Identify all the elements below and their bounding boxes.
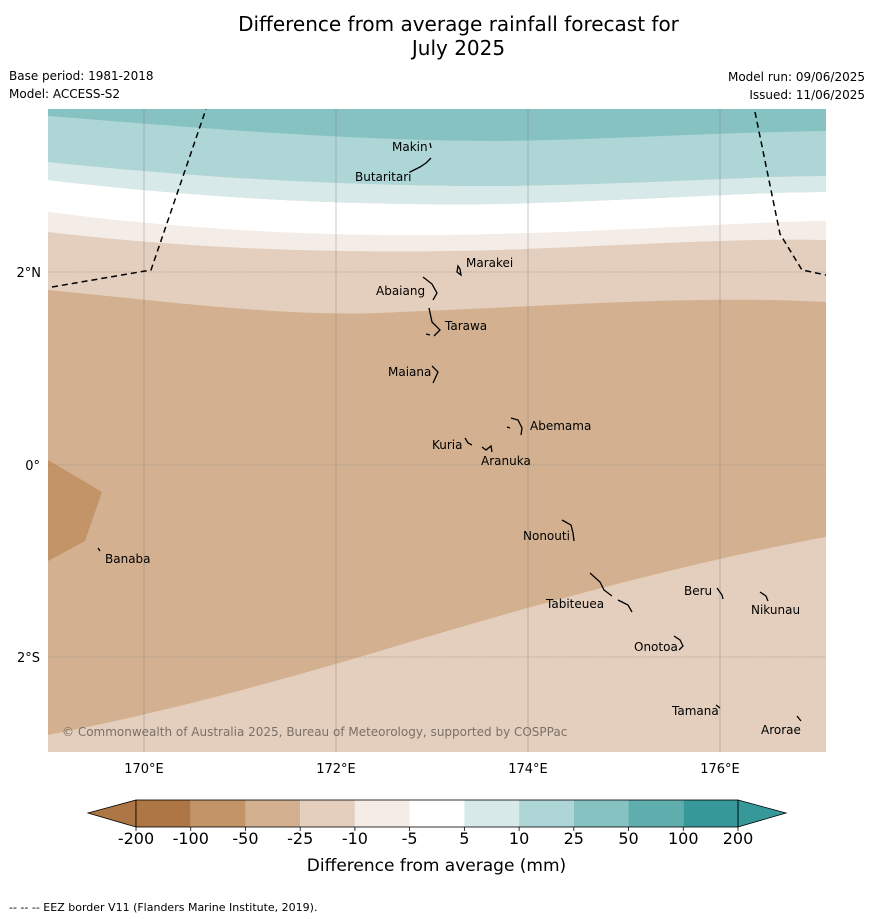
- colorbar-cells: [136, 800, 738, 827]
- title-line-2: July 2025: [411, 36, 506, 60]
- lon-tick-172: 172°E: [316, 762, 356, 777]
- label-aranuka: Aranuka: [481, 454, 531, 468]
- island-aranuka: [481, 444, 493, 453]
- island-marakei: [456, 264, 462, 277]
- eez-note: -- -- -- EEZ border V11 (Flanders Marine…: [9, 901, 318, 914]
- colorbar: -200 -100 -50 -25 -10 -5 5 10 25 50 100 200: [86, 799, 788, 848]
- label-kuria: Kuria: [432, 438, 463, 452]
- lat-tick-0: 0°: [25, 459, 40, 474]
- colorbar-tick-label: 50: [618, 829, 638, 848]
- lat-tick-2n: 2°N: [17, 266, 42, 281]
- label-abemama: Abemama: [530, 419, 591, 433]
- issued-date: Issued: 11/06/2025: [749, 88, 865, 102]
- island-abemama: [506, 417, 523, 436]
- band-plus-5: [48, 162, 826, 205]
- island-tamana: [715, 704, 721, 709]
- label-tabiteuea: Tabiteuea: [545, 597, 604, 611]
- lat-tick-2s: 2°S: [17, 651, 40, 666]
- base-period: Base period: 1981-2018: [9, 69, 154, 83]
- colorbar-extend-low: [86, 799, 137, 828]
- colorbar-cell: [409, 800, 465, 827]
- label-marakei: Marakei: [466, 256, 513, 270]
- colorbar-ticks: -200 -100 -50 -25 -10 -5 5 10 25 50 100 200: [118, 827, 753, 848]
- model-run: Model run: 09/06/2025: [727, 70, 865, 84]
- island-beru: [716, 587, 724, 600]
- colorbar-cell: [300, 800, 355, 827]
- label-onotoa: Onotoa: [634, 640, 678, 654]
- colorbar-tick-label: -25: [287, 829, 313, 848]
- island-arorae: [796, 715, 802, 722]
- island-onotoa: [673, 635, 684, 651]
- label-nikunau: Nikunau: [751, 603, 800, 617]
- island-kuria: [464, 437, 473, 446]
- colorbar-tick-label: 100: [668, 829, 699, 848]
- label-tamana: Tamana: [671, 704, 719, 718]
- colorbar-tick-label: 5: [459, 829, 469, 848]
- lon-tick-176: 176°E: [700, 762, 740, 777]
- copyright-text: © Commonwealth of Australia 2025, Bureau…: [62, 725, 567, 739]
- island-tarawa: [425, 307, 441, 337]
- island-labels: Makin Butaritari Marakei Abaiang Tarawa …: [105, 140, 801, 737]
- map-title: Difference from average rainfall forecas…: [0, 12, 873, 60]
- label-nonouti: Nonouti: [523, 529, 570, 543]
- island-tabiteuea: [589, 572, 633, 613]
- colorbar-cell: [190, 800, 246, 827]
- colorbar-tick-label: -5: [402, 829, 418, 848]
- colorbar-tick-label: 10: [509, 829, 529, 848]
- colorbar-label: Difference from average (mm): [306, 856, 567, 876]
- colorbar-tick-label: -10: [342, 829, 368, 848]
- colorbar-tick-label: 200: [723, 829, 754, 848]
- island-makin: [429, 142, 432, 149]
- label-beru: Beru: [684, 584, 712, 598]
- label-arorae: Arorae: [761, 723, 801, 737]
- island-maiana: [431, 365, 439, 384]
- colorbar-extend-high: [737, 799, 788, 828]
- colorbar-cell: [354, 800, 410, 827]
- colorbar-cell: [628, 800, 684, 827]
- band-plus-25: [48, 109, 826, 141]
- colorbar-cell: [573, 800, 629, 827]
- island-abaiang: [422, 276, 438, 301]
- axis-labels: 170°E 172°E 174°E 176°E 2°N 0° 2°S: [17, 266, 740, 777]
- band-minus-50: [48, 290, 826, 735]
- colorbar-cell: [464, 800, 520, 827]
- island-banaba: [97, 547, 101, 552]
- eez-border-east: [754, 111, 826, 276]
- island-outlines: [97, 142, 802, 722]
- lon-tick-170: 170°E: [124, 762, 164, 777]
- label-banaba: Banaba: [105, 552, 151, 566]
- band-neutral: [48, 180, 826, 236]
- colorbar-cell: [245, 800, 301, 827]
- band-minus-100: [48, 460, 102, 561]
- colorbar-cell: [136, 800, 191, 827]
- meta-right: Model run: 09/06/2025 Issued: 11/06/2025: [728, 70, 865, 106]
- eez-borders: [51, 109, 826, 288]
- lon-tick-174: 174°E: [508, 762, 548, 777]
- title-line-1: Difference from average rainfall forecas…: [238, 12, 679, 36]
- island-nikunau: [759, 591, 769, 602]
- label-makin: Makin: [392, 140, 428, 154]
- label-abaiang: Abaiang: [376, 284, 425, 298]
- colorbar-tick-label: -50: [232, 829, 258, 848]
- model-name: Model: ACCESS-S2: [9, 87, 121, 101]
- label-butaritari: Butaritari: [355, 170, 412, 184]
- colorbar-cell: [683, 800, 738, 827]
- island-nonouti: [561, 519, 575, 542]
- label-maiana: Maiana: [388, 365, 431, 379]
- colorbar-cell: [519, 800, 574, 827]
- meta-left: Base period: 1981-2018 Model: ACCESS-S2: [9, 69, 154, 105]
- label-tarawa: Tarawa: [444, 319, 487, 333]
- eez-border-west: [51, 109, 207, 288]
- graticule: [48, 109, 826, 752]
- colorbar-tick-label: -200: [118, 829, 154, 848]
- rainfall-fill: [48, 109, 826, 752]
- band-minus-10: [48, 212, 826, 252]
- colorbar-tick-label: 25: [564, 829, 584, 848]
- colorbar-frame: [135, 799, 739, 828]
- island-butaritari: [409, 157, 432, 173]
- colorbar-tick-label: -100: [173, 829, 209, 848]
